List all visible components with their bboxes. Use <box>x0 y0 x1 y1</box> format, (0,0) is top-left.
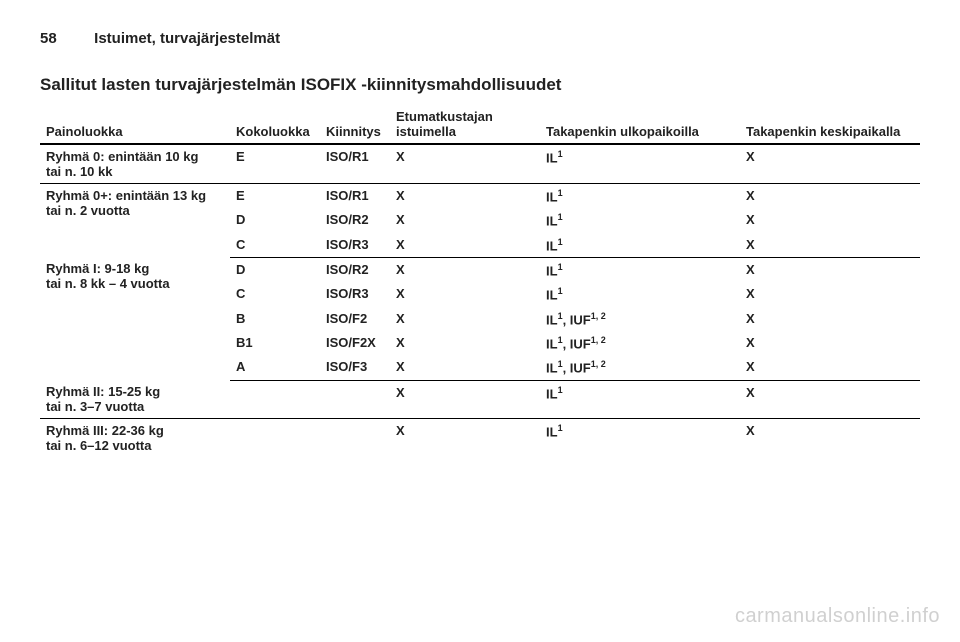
fixture-cell <box>320 419 390 458</box>
table-header-row: Painoluokka Kokoluokka Kiinnitys Etumatk… <box>40 105 920 144</box>
size-cell: D <box>230 257 320 282</box>
fixture-cell: ISO/F3 <box>320 355 390 380</box>
table-row: Ryhmä 0+: enintään 13 kgtai n. 2 vuottaE… <box>40 184 920 209</box>
rear-outer-cell: IL1, IUF1, 2 <box>540 355 740 380</box>
front-cell: X <box>390 282 540 306</box>
size-cell: B1 <box>230 331 320 355</box>
rear-outer-cell: IL1 <box>540 233 740 258</box>
rear-middle-cell: X <box>740 257 920 282</box>
col-fixture: Kiinnitys <box>320 105 390 144</box>
weight-cell: Ryhmä II: 15-25 kgtai n. 3–7 vuotta <box>40 380 230 419</box>
col-rear-outer: Takapenkin ulkopaikoilla <box>540 105 740 144</box>
size-cell <box>230 419 320 458</box>
page-number: 58 <box>40 30 90 47</box>
rear-middle-cell: X <box>740 282 920 306</box>
rear-outer-cell: IL1 <box>540 380 740 419</box>
front-cell: X <box>390 208 540 232</box>
weight-label: Ryhmä 0+: enintään 13 kg <box>46 188 224 203</box>
size-cell: B <box>230 307 320 331</box>
rear-middle-cell: X <box>740 233 920 258</box>
col-rear-middle: Takapenkin keskipaikalla <box>740 105 920 144</box>
table-row: Ryhmä I: 9-18 kgtai n. 8 kk – 4 vuottaDI… <box>40 257 920 282</box>
size-cell: C <box>230 233 320 258</box>
watermark: carmanualsonline.info <box>735 605 940 628</box>
weight-label: Ryhmä III: 22-36 kg <box>46 423 224 438</box>
rear-middle-cell: X <box>740 184 920 209</box>
weight-cell: Ryhmä 0: enintään 10 kgtai n. 10 kk <box>40 144 230 184</box>
col-front: Etumatkustajan istuimella <box>390 105 540 144</box>
weight-sub: tai n. 10 kk <box>46 164 224 179</box>
size-cell: E <box>230 184 320 209</box>
col-size: Kokoluokka <box>230 105 320 144</box>
weight-cell: Ryhmä 0+: enintään 13 kgtai n. 2 vuotta <box>40 184 230 258</box>
table-body: Ryhmä 0: enintään 10 kgtai n. 10 kkEISO/… <box>40 144 920 457</box>
rear-middle-cell: X <box>740 380 920 419</box>
table-row: Ryhmä III: 22-36 kgtai n. 6–12 vuotta XIL… <box>40 419 920 458</box>
weight-label: Ryhmä I: 9-18 kg <box>46 261 224 276</box>
page-header: 58 Istuimet, turvajärjestelmät <box>40 30 920 47</box>
isofix-table: Painoluokka Kokoluokka Kiinnitys Etumatk… <box>40 105 920 457</box>
fixture-cell: ISO/R1 <box>320 184 390 209</box>
front-cell: X <box>390 331 540 355</box>
rear-middle-cell: X <box>740 307 920 331</box>
front-cell: X <box>390 355 540 380</box>
weight-sub: tai n. 6–12 vuotta <box>46 438 224 453</box>
size-cell: E <box>230 144 320 184</box>
rear-middle-cell: X <box>740 419 920 458</box>
weight-sub: tai n. 3–7 vuotta <box>46 399 224 414</box>
weight-sub: tai n. 8 kk – 4 vuotta <box>46 276 224 291</box>
front-cell: X <box>390 257 540 282</box>
weight-cell: Ryhmä I: 9-18 kgtai n. 8 kk – 4 vuotta <box>40 257 230 380</box>
front-cell: X <box>390 380 540 419</box>
fixture-cell <box>320 380 390 419</box>
weight-cell: Ryhmä III: 22-36 kgtai n. 6–12 vuotta <box>40 419 230 458</box>
rear-outer-cell: IL1 <box>540 419 740 458</box>
fixture-cell: ISO/F2 <box>320 307 390 331</box>
fixture-cell: ISO/R3 <box>320 233 390 258</box>
front-cell: X <box>390 144 540 184</box>
table-row: Ryhmä II: 15-25 kgtai n. 3–7 vuotta XIL1X <box>40 380 920 419</box>
rear-outer-cell: IL1 <box>540 282 740 306</box>
fixture-cell: ISO/F2X <box>320 331 390 355</box>
size-cell: D <box>230 208 320 232</box>
rear-middle-cell: X <box>740 144 920 184</box>
size-cell <box>230 380 320 419</box>
rear-outer-cell: IL1, IUF1, 2 <box>540 307 740 331</box>
size-cell: C <box>230 282 320 306</box>
rear-outer-cell: IL1 <box>540 257 740 282</box>
front-cell: X <box>390 307 540 331</box>
rear-outer-cell: IL1, IUF1, 2 <box>540 331 740 355</box>
fixture-cell: ISO/R2 <box>320 257 390 282</box>
front-cell: X <box>390 233 540 258</box>
weight-sub: tai n. 2 vuotta <box>46 203 224 218</box>
page-header-title: Istuimet, turvajärjestelmät <box>94 30 280 47</box>
fixture-cell: ISO/R3 <box>320 282 390 306</box>
front-cell: X <box>390 184 540 209</box>
rear-middle-cell: X <box>740 331 920 355</box>
weight-label: Ryhmä 0: enintään 10 kg <box>46 149 224 164</box>
rear-outer-cell: IL1 <box>540 208 740 232</box>
rear-outer-cell: IL1 <box>540 144 740 184</box>
rear-outer-cell: IL1 <box>540 184 740 209</box>
page-container: 58 Istuimet, turvajärjestelmät Sallitut … <box>0 0 960 457</box>
fixture-cell: ISO/R1 <box>320 144 390 184</box>
front-cell: X <box>390 419 540 458</box>
fixture-cell: ISO/R2 <box>320 208 390 232</box>
rear-middle-cell: X <box>740 355 920 380</box>
size-cell: A <box>230 355 320 380</box>
table-row: Ryhmä 0: enintään 10 kgtai n. 10 kkEISO/… <box>40 144 920 184</box>
section-title: Sallitut lasten turvajärjestelmän ISOFIX… <box>40 75 920 95</box>
col-weight: Painoluokka <box>40 105 230 144</box>
weight-label: Ryhmä II: 15-25 kg <box>46 384 224 399</box>
rear-middle-cell: X <box>740 208 920 232</box>
